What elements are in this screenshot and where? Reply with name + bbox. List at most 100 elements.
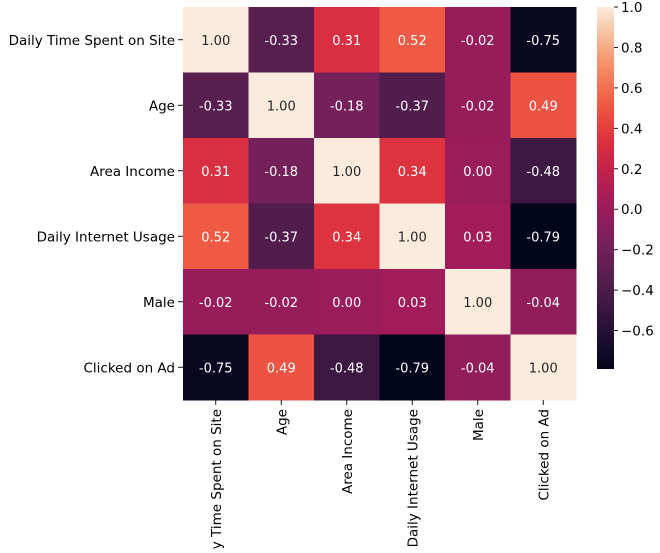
cell-value-r2-c2: 1.00 (332, 165, 361, 180)
row-label-1: Age (149, 98, 175, 114)
heatmap-cell-r3-c0 (183, 203, 249, 270)
colorbar-tick-label-2: 0.6 (621, 81, 642, 97)
row-label-0: Daily Time Spent on Site (9, 33, 175, 49)
cell-value-r2-c1: -0.18 (264, 165, 298, 180)
colorbar-tick-label-5: 0.0 (621, 202, 642, 218)
cell-value-r3-c0: 0.52 (201, 230, 230, 245)
heatmap-cell-r0-c1 (248, 7, 315, 73)
heatmap-cell-r2-c1 (248, 138, 315, 204)
column-labels: Daily Time Spent on Site Age Area Income Da… (209, 400, 552, 553)
heatmap-cell-labels: 1.00 -0.33 0.31 0.52 -0.02 -0.75 -0.33 1.00 -0.1… (199, 34, 560, 377)
cell-value-r4-c5: -0.04 (526, 296, 560, 311)
heatmap-cell-r5-c2 (314, 334, 380, 401)
heatmap-cell-r0-c5 (510, 7, 577, 73)
heatmap-cell-r4-c1 (248, 269, 315, 335)
column-label-1: Age (274, 409, 290, 435)
heatmap-cell-r0-c2 (314, 7, 380, 73)
heatmap-cell-r5-c3 (379, 334, 446, 401)
cell-value-r4-c2: 0.00 (332, 296, 361, 311)
cell-value-r5-c2: -0.48 (330, 361, 364, 376)
row-labels: Daily Time Spent on Site Age Area Income Da… (9, 33, 183, 376)
column-label-4: Male (471, 409, 487, 441)
cell-value-r0-c1: -0.33 (264, 34, 298, 49)
colorbar-tick-label-3: 0.4 (621, 121, 642, 137)
heatmap-cell-r0-c4 (445, 7, 511, 73)
cell-value-r2-c4: 0.00 (463, 165, 492, 180)
colorbar-tick-label-4: 0.2 (621, 162, 642, 178)
heatmap-cell-r1-c5 (510, 72, 577, 139)
heatmap-cell-r0-c3 (379, 7, 446, 73)
cell-value-r3-c1: -0.37 (264, 230, 298, 245)
heatmap-cell-r2-c2 (314, 138, 380, 204)
heatmap-cell-r5-c1 (248, 334, 315, 401)
cell-value-r4-c1: -0.02 (264, 296, 298, 311)
cell-value-r0-c5: -0.75 (526, 34, 560, 49)
heatmap-cell-r1-c3 (379, 72, 446, 139)
colorbar-gradient (597, 7, 614, 369)
heatmap-cell-r5-c4 (445, 334, 511, 401)
colorbar: 1.0 0.8 0.6 0.4 0.2 0.0 −0.2 −0.4 −0.6 (597, 0, 654, 369)
colorbar-tick-label-6: −0.2 (621, 243, 654, 259)
heatmap-cell-r1-c4 (445, 72, 511, 139)
cell-value-r2-c3: 0.34 (398, 165, 427, 180)
heatmap-cell-r3-c1 (248, 203, 315, 270)
row-label-3: Daily Internet Usage (37, 229, 175, 245)
heatmap-cell-r0-c0 (183, 7, 249, 73)
heatmap-cells (183, 7, 577, 401)
cell-value-r1-c4: -0.02 (461, 99, 495, 114)
cell-value-r0-c3: 0.52 (398, 34, 427, 49)
cell-value-r0-c2: 0.31 (332, 34, 361, 49)
colorbar-tick-label-8: −0.6 (621, 324, 654, 340)
heatmap-cell-r1-c2 (314, 72, 380, 139)
heatmap-cell-r2-c5 (510, 138, 577, 204)
heatmap-cell-r5-c5 (510, 334, 577, 401)
cell-value-r5-c5: 1.00 (529, 361, 558, 376)
cell-value-r4-c4: 1.00 (463, 296, 492, 311)
heatmap-cell-r5-c0 (183, 334, 249, 401)
cell-value-r3-c5: -0.79 (526, 230, 560, 245)
heatmap-cell-r4-c5 (510, 269, 577, 335)
colorbar-tick-label-7: −0.4 (621, 283, 654, 299)
cell-value-r1-c1: 1.00 (267, 99, 296, 114)
cell-value-r5-c3: -0.79 (395, 361, 429, 376)
cell-value-r0-c4: -0.02 (461, 34, 495, 49)
cell-value-r3-c2: 0.34 (332, 230, 361, 245)
heatmap-cell-r1-c0 (183, 72, 249, 139)
heatmap-cell-r3-c3 (379, 203, 446, 270)
heatmap-cell-r3-c5 (510, 203, 577, 270)
row-label-5: Clicked on Ad (83, 360, 175, 376)
cell-value-r1-c0: -0.33 (199, 99, 233, 114)
row-label-2: Area Income (90, 164, 175, 180)
colorbar-tick-label-0: 1.0 (621, 0, 642, 16)
cell-value-r4-c0: -0.02 (199, 296, 233, 311)
cell-value-r0-c0: 1.00 (201, 34, 230, 49)
cell-value-r1-c5: 0.49 (529, 99, 558, 114)
heatmap-cell-r4-c4 (445, 269, 511, 335)
heatmap-cell-r4-c0 (183, 269, 249, 335)
heatmap-cell-r3-c4 (445, 203, 511, 270)
column-label-5: Clicked on Ad (536, 409, 552, 501)
cell-value-r5-c0: -0.75 (199, 361, 233, 376)
cell-value-r5-c4: -0.04 (461, 361, 495, 376)
cell-value-r3-c3: 1.00 (398, 230, 427, 245)
colorbar-tick-label-1: 0.8 (621, 40, 642, 56)
column-label-0: Daily Time Spent on Site (209, 409, 225, 549)
cell-value-r1-c2: -0.18 (330, 99, 364, 114)
heatmap-cell-r2-c3 (379, 138, 446, 204)
cell-value-r5-c1: 0.49 (267, 361, 296, 376)
heatmap-cell-r1-c1 (248, 72, 315, 139)
column-label-3: Daily Internet Usage (405, 409, 421, 547)
cell-value-r2-c5: -0.48 (526, 165, 560, 180)
row-label-4: Male (143, 295, 175, 311)
heatmap-cell-r2-c4 (445, 138, 511, 204)
cell-value-r2-c0: 0.31 (201, 165, 230, 180)
heatmap-cell-r2-c0 (183, 138, 249, 204)
heatmap-cell-r4-c2 (314, 269, 380, 335)
heatmap-cell-r3-c2 (314, 203, 380, 270)
heatmap-cell-r4-c3 (379, 269, 446, 335)
cell-value-r4-c3: 0.03 (398, 296, 427, 311)
column-label-2: Area Income (340, 409, 356, 494)
cell-value-r3-c4: 0.03 (463, 230, 492, 245)
